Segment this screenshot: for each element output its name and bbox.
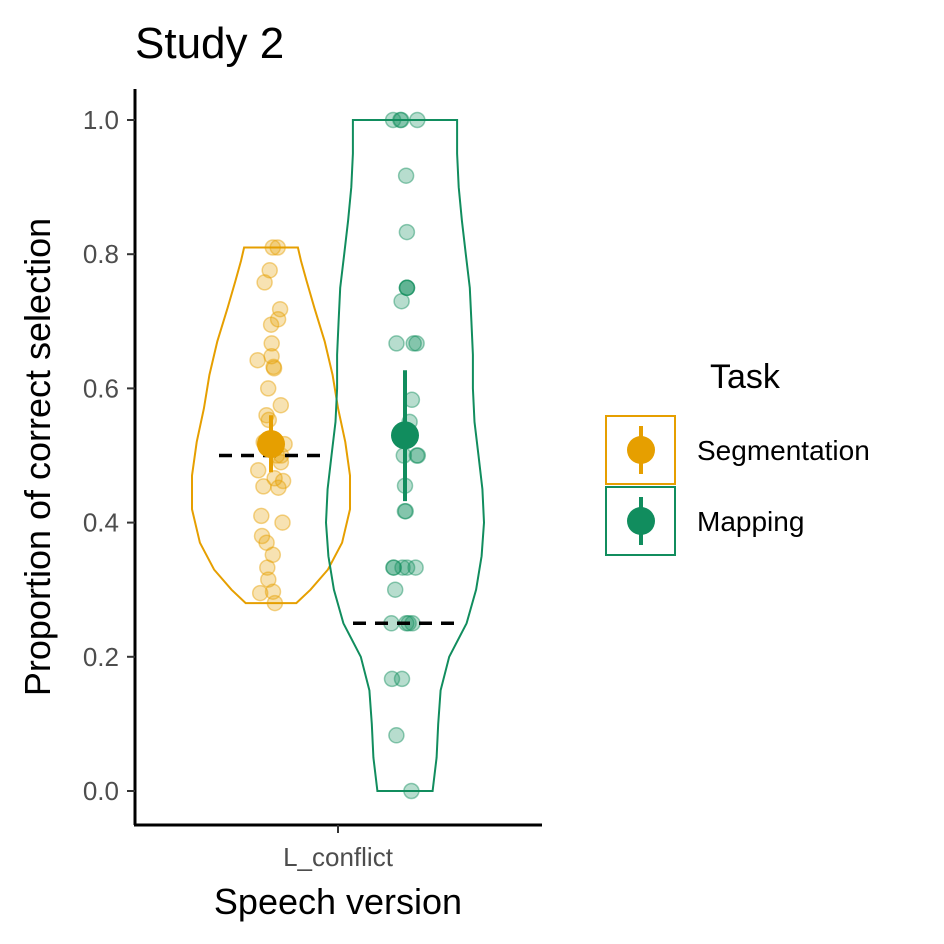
data-point [262, 316, 280, 333]
data-point [264, 239, 282, 256]
x-tick-label: L_conflict [283, 842, 394, 872]
legend-key-box [605, 415, 676, 485]
data-point [271, 300, 289, 318]
data-point [266, 470, 283, 487]
data-point [266, 594, 284, 612]
data-point [259, 559, 276, 576]
mean-point [391, 421, 419, 450]
data-point [272, 396, 290, 414]
y-tick-label: 0.4 [83, 508, 119, 538]
mean-point [257, 430, 285, 459]
data-point [403, 782, 420, 800]
data-point [384, 111, 402, 129]
data-point [261, 262, 278, 279]
data-point [264, 583, 282, 600]
data-point [251, 584, 269, 602]
legend-key-box [605, 486, 676, 556]
data-point [258, 534, 275, 551]
legend: Task Segmentation Mapping [605, 358, 870, 556]
violin-outline [324, 119, 486, 792]
legend-key-point [627, 436, 655, 464]
data-point [394, 559, 411, 576]
data-point [253, 527, 271, 545]
data-point [269, 239, 286, 256]
data-point [396, 502, 414, 520]
data-point [398, 279, 416, 297]
data-point [265, 360, 283, 377]
series-mapping [324, 111, 486, 800]
data-point [263, 335, 280, 352]
data-point [407, 559, 424, 576]
legend-item-mapping: Mapping [605, 486, 804, 556]
data-point [260, 411, 278, 429]
y-axis-title: Proportion of correct selection [17, 218, 58, 696]
x-axis-title: Speech version [214, 881, 462, 922]
data-point [265, 358, 282, 376]
legend-item-segmentation: Segmentation [605, 415, 870, 485]
data-point [409, 111, 426, 129]
data-point [249, 462, 267, 479]
data-point [249, 351, 266, 369]
y-tick-label: 1.0 [83, 105, 119, 135]
data-point [269, 311, 287, 328]
data-point [392, 111, 410, 129]
data-point [398, 559, 416, 576]
data-point [264, 546, 282, 564]
data-point [386, 581, 404, 598]
legend-label: Segmentation [697, 435, 870, 466]
data-point [393, 670, 411, 688]
data-point [393, 292, 410, 310]
data-point [260, 571, 277, 588]
x-axis-ticks: L_conflict [283, 825, 394, 872]
data-point [408, 335, 425, 352]
legend-key-point [627, 507, 655, 535]
data-point [274, 514, 291, 531]
data-point [253, 507, 270, 525]
data-point [385, 559, 403, 576]
data-point [398, 223, 416, 241]
series-segmentation [191, 239, 351, 612]
y-axis-ticks: 0.0 0.2 0.4 0.6 0.8 1.0 [83, 105, 135, 806]
chart-title: Study 2 [135, 19, 284, 68]
data-point [405, 335, 422, 352]
data-point [274, 472, 292, 490]
data-point [270, 479, 287, 496]
data-point [408, 447, 426, 464]
y-tick-label: 0.0 [83, 776, 119, 806]
data-point [398, 279, 416, 297]
data-point [409, 447, 427, 464]
data-point [397, 502, 414, 520]
legend-label: Mapping [697, 506, 804, 537]
violin-outline [191, 246, 351, 605]
data-point [385, 559, 402, 576]
plot-area [191, 111, 486, 800]
data-point [383, 670, 401, 688]
data-point [392, 111, 409, 129]
data-point [259, 380, 277, 397]
y-tick-label: 0.6 [83, 373, 119, 403]
y-tick-label: 0.8 [83, 239, 119, 269]
data-point [388, 335, 405, 352]
data-point [255, 478, 272, 495]
legend-title: Task [710, 358, 781, 396]
data-point [256, 274, 273, 291]
data-point [398, 279, 416, 297]
data-point [263, 347, 280, 365]
data-point [397, 167, 415, 184]
y-tick-label: 0.2 [83, 642, 119, 672]
data-point [272, 453, 290, 471]
data-point [388, 727, 405, 744]
